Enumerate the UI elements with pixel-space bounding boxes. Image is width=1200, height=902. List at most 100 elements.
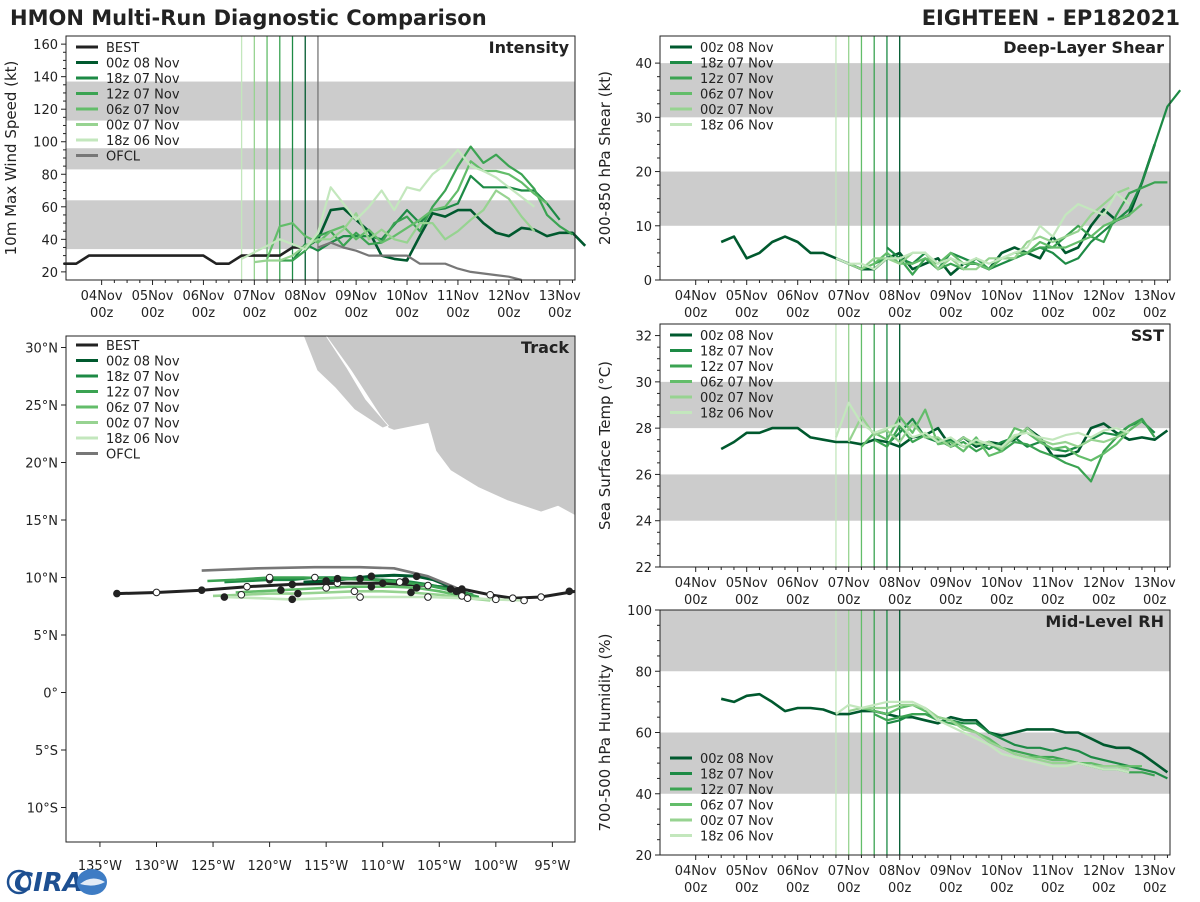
legend-label: 00z 07 Nov (700, 103, 774, 118)
legend-label: 00z 08 Nov (700, 41, 774, 56)
legend-label: 06z 07 Nov (106, 401, 180, 416)
x-tick-label-hour: 00z (786, 881, 810, 896)
panel-title: Intensity (489, 38, 570, 57)
track-position-marker (378, 579, 387, 588)
track-position-marker (237, 590, 246, 599)
series-line (63, 246, 306, 266)
x-tick-label-hour: 00z (735, 306, 759, 321)
logo-text: CIRA (14, 868, 83, 898)
x-tick-label-date: 11Nov (1032, 289, 1074, 304)
x-tick-label-hour: 00z (990, 593, 1014, 608)
legend-label: 00z 07 Nov (700, 814, 774, 829)
x-tick-label-date: 08Nov (879, 864, 921, 879)
shade-band (660, 171, 1170, 226)
track-position-marker (412, 572, 421, 581)
legend-label: 18z 06 Nov (700, 830, 774, 845)
x-tick-label-date: 09Nov (335, 289, 377, 304)
x-tick-label-hour: 00z (786, 593, 810, 608)
longitude-label: 125°W (191, 859, 235, 874)
x-tick-label-date: 10Nov (386, 289, 428, 304)
x-tick-label-hour: 00z (888, 881, 912, 896)
shade-band (660, 610, 1170, 672)
x-tick-label-date: 06Nov (777, 864, 819, 879)
panel-title: Deep-Layer Shear (1003, 38, 1164, 57)
shade-band (660, 381, 1170, 429)
x-tick-label-date: 12Nov (488, 289, 530, 304)
track-position-marker (508, 594, 517, 603)
y-tick-label: 80 (41, 168, 58, 183)
latitude-label: 20°N (25, 457, 58, 472)
plot-frame (659, 323, 1171, 568)
track-line (207, 576, 480, 599)
x-tick-label-date: 11Nov (437, 289, 479, 304)
x-tick-label-hour: 00z (1092, 593, 1116, 608)
latitude-label: 25°N (25, 399, 58, 414)
x-tick-label-hour: 00z (837, 593, 861, 608)
shade-band (66, 81, 575, 121)
x-tick-label-hour: 00z (939, 881, 963, 896)
y-tick-label: 30 (635, 376, 652, 391)
x-tick-label-date: 06Nov (777, 289, 819, 304)
land-mass (325, 336, 575, 516)
shear-panel: 0 10 20 30 40 04Nov 00z 05Nov 00z 06Nov 00z 07Nov 00… (596, 35, 1182, 321)
track-position-marker (322, 584, 330, 592)
x-tick-label-hour: 00z (1143, 306, 1167, 321)
y-tick-label: 30 (635, 111, 652, 126)
track-position-marker (294, 589, 302, 598)
x-tick-label-hour: 00z (344, 306, 368, 321)
legend-label: 00z 07 Nov (700, 391, 774, 406)
x-tick-label-hour: 00z (548, 306, 572, 321)
track-position-marker (565, 587, 574, 596)
track-position-marker (452, 587, 461, 596)
y-tick-label: 20 (635, 849, 652, 864)
y-axis-label: 200-850 hPa Shear (kt) (596, 71, 614, 245)
x-tick-label-date: 12Nov (1083, 864, 1125, 879)
x-tick-label-hour: 00z (735, 593, 759, 608)
x-tick-label-hour: 00z (446, 306, 470, 321)
track-position-marker (113, 589, 121, 598)
x-tick-label-hour: 00z (939, 306, 963, 321)
latitude-label: 30°N (25, 342, 58, 357)
series-line (317, 241, 522, 282)
x-tick-label-date: 05Nov (726, 864, 768, 879)
x-tick-label-hour: 00z (90, 306, 114, 321)
track-position-marker (486, 590, 494, 599)
track-position-marker (520, 596, 528, 605)
y-tick-label: 32 (635, 330, 652, 345)
x-tick-label-hour: 00z (497, 306, 521, 321)
x-tick-label-date: 04Nov (675, 864, 717, 879)
legend-label: 06z 07 Nov (700, 799, 774, 814)
x-tick-label-hour: 00z (1041, 306, 1065, 321)
legend-label: BEST (106, 339, 139, 354)
x-tick-label-date: 09Nov (930, 289, 972, 304)
x-tick-label-date: 11Nov (1032, 576, 1074, 591)
track-position-marker (395, 578, 404, 586)
series-line (860, 408, 1143, 462)
track-position-marker (424, 581, 432, 590)
y-tick-label: 20 (635, 166, 652, 181)
longitude-label: 130°W (134, 859, 178, 874)
y-tick-label: 10 (635, 220, 652, 235)
x-tick-label-hour: 00z (684, 593, 708, 608)
x-tick-label-hour: 00z (1143, 881, 1167, 896)
legend-label: 06z 07 Nov (700, 376, 774, 391)
series-line (835, 700, 1130, 774)
x-tick-label-hour: 00z (395, 306, 419, 321)
y-axis-label: 10m Max Wind Speed (kt) (2, 61, 20, 256)
x-tick-label-date: 13Nov (1134, 289, 1176, 304)
track-position-marker (277, 586, 285, 594)
x-tick-label-date: 05Nov (726, 576, 768, 591)
legend-label: 18z 06 Nov (700, 407, 774, 422)
legend-label: BEST (106, 41, 139, 56)
longitude-label: 105°W (417, 859, 461, 874)
series-line (720, 692, 1169, 774)
x-tick-label-date: 06Nov (182, 289, 224, 304)
latitude-label: 15°N (25, 514, 58, 529)
x-tick-label-hour: 00z (1143, 593, 1167, 608)
x-tick-label-hour: 00z (1041, 881, 1065, 896)
longitude-label: 95°W (534, 859, 570, 874)
x-tick-label-date: 08Nov (879, 576, 921, 591)
track-line (201, 565, 457, 590)
x-tick-label-hour: 00z (888, 306, 912, 321)
legend-label: OFCL (106, 150, 141, 165)
